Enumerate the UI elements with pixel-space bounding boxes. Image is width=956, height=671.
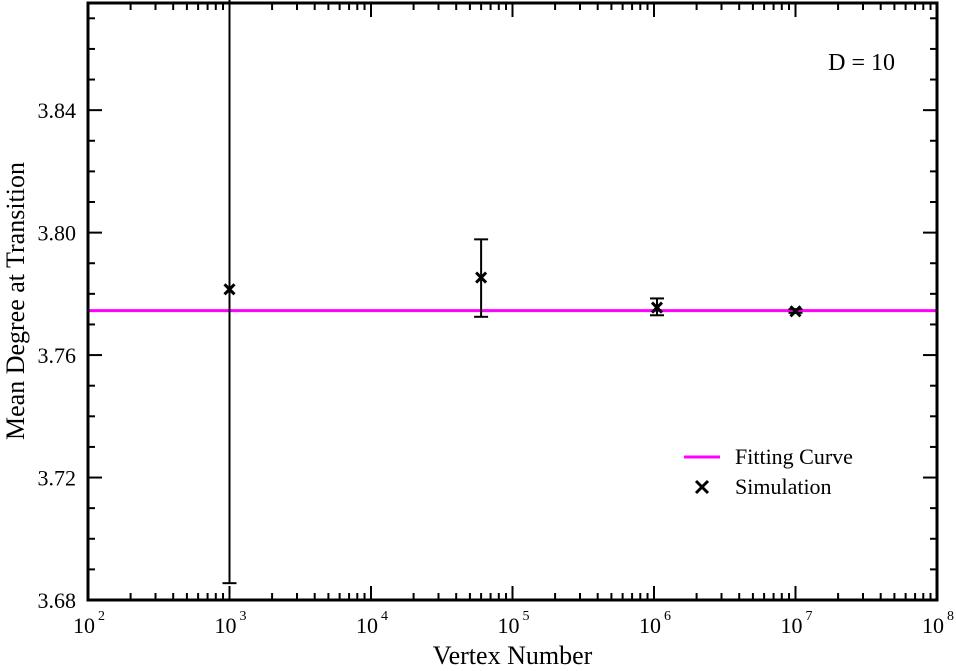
x-marker-stroke [475, 271, 488, 284]
simulation-point [649, 297, 664, 317]
x-tick-label: 10 [922, 613, 944, 638]
x-marker [475, 271, 488, 284]
y-axis-title: Mean Degree at Transition [1, 162, 30, 440]
legend-marker-swatch [694, 479, 710, 495]
x-marker-stroke [789, 305, 802, 318]
x-tick-exponent: 8 [947, 609, 954, 624]
x-tick-label: 10 [215, 613, 237, 638]
series-layer [88, 0, 937, 585]
simulation-point [222, 0, 237, 585]
y-tick-label: 3.72 [38, 466, 77, 491]
x-tick-exponent: 6 [664, 609, 671, 624]
x-axis-title: Vertex Number [433, 641, 593, 666]
x-tick-exponent: 2 [98, 609, 105, 624]
x-tick-label: 10 [639, 613, 661, 638]
x-tick-exponent: 4 [381, 609, 388, 624]
x-tick-label: 10 [781, 613, 803, 638]
y-tick-label: 3.68 [38, 588, 77, 613]
legend: Fitting Curve Simulation [684, 444, 853, 499]
y-tick-label: 3.84 [38, 98, 77, 123]
simulation-point [788, 305, 803, 318]
x-marker-stroke [650, 301, 664, 314]
legend-label-fitting: Fitting Curve [735, 444, 853, 469]
y-tick-label: 3.80 [38, 221, 77, 246]
x-tick-label: 10 [498, 613, 520, 638]
x-tick-exponent: 5 [523, 609, 530, 624]
x-marker [223, 283, 236, 296]
legend-label-simulation: Simulation [735, 474, 832, 499]
x-tick-label: 10 [73, 613, 95, 638]
x-tick-exponent: 7 [806, 609, 813, 624]
y-tick-label: 3.76 [38, 343, 77, 368]
simulation-point [474, 238, 489, 318]
annotation-d: D = 10 [828, 50, 895, 76]
x-marker [789, 305, 802, 318]
x-marker-stroke [223, 283, 236, 296]
x-marker [650, 301, 664, 314]
plot-frame [86, 1, 939, 602]
x-tick-label: 10 [356, 613, 378, 638]
ticks-layer: 10 2 10 3 10 4 10 5 10 6 10 7 10 83.683.723.763.803.8… [38, 3, 954, 638]
x-tick-exponent: 3 [240, 609, 247, 624]
